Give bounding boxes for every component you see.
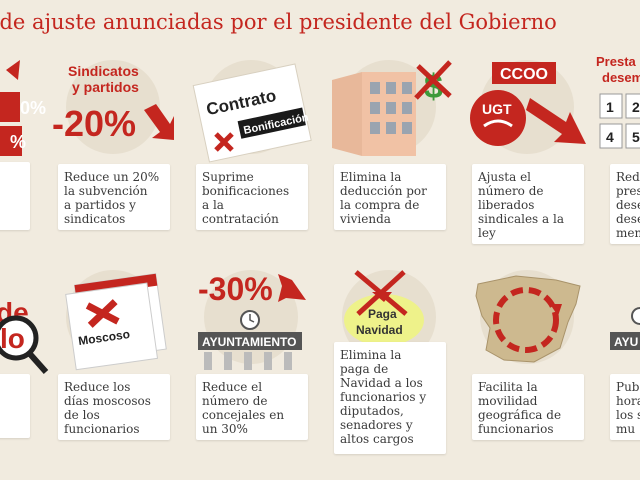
chart-number-bottom: % bbox=[10, 132, 26, 152]
measure-card: Reduce un 20% la subvención a partidos y… bbox=[58, 164, 170, 230]
chart-number-top: 0% bbox=[20, 98, 46, 118]
measure-prestaciones-partial: Presta desem 1 2 4 5 Red pres dese dese … bbox=[596, 52, 640, 244]
svg-text:2: 2 bbox=[632, 99, 640, 115]
paga-label: Paga bbox=[368, 307, 397, 321]
measure-sindicatos: Sindicatos y partidos -20% Reduce un 20%… bbox=[52, 52, 174, 242]
contract-cross-icon: Contrato Bonificación bbox=[192, 63, 312, 163]
arrow-down-icon bbox=[144, 104, 174, 140]
measure-partial-left-2: de lo s bbox=[0, 262, 50, 452]
desempleo-label: desem bbox=[602, 70, 640, 85]
partial-label-bottom: lo bbox=[0, 323, 25, 354]
measure-movilidad: Facilita la movilidad geográfica de func… bbox=[470, 262, 586, 452]
ayuntamiento-label: AYUNTAMIENTO bbox=[202, 335, 296, 349]
sindicatos-graphic: Sindicatos y partidos -20% bbox=[52, 63, 174, 144]
measure-card: Elimina la deducción por la compra de vi… bbox=[334, 164, 446, 230]
measure-card: Pub hora los s mu bbox=[610, 374, 640, 440]
svg-text:5: 5 bbox=[632, 129, 640, 145]
svg-text:1: 1 bbox=[606, 99, 614, 115]
spain-map-icon bbox=[475, 275, 581, 363]
calendar-cross-icon: Moscoso bbox=[65, 273, 167, 371]
percent-label: -20% bbox=[52, 103, 136, 144]
calendar-icon: Presta desem 1 2 4 5 bbox=[596, 54, 640, 149]
measure-vivienda: $ Elimina la deducción por la compra de … bbox=[332, 52, 452, 242]
partidos-label: y partidos bbox=[72, 79, 139, 95]
svg-text:4: 4 bbox=[606, 129, 614, 145]
navidad-label: Navidad bbox=[356, 323, 403, 337]
town-hall-icon: -30% AYUNTAMIENTO bbox=[198, 271, 306, 370]
ugt-logo: UGT bbox=[482, 101, 512, 117]
measure-card: e l bbox=[0, 162, 30, 230]
measure-card: Red pres dese dese men bbox=[610, 164, 640, 244]
ccoo-logo: CCOO bbox=[500, 66, 548, 83]
percent-label: -30% bbox=[198, 271, 273, 307]
union-logos-icon: CCOO UGT bbox=[470, 62, 586, 146]
measure-moscoso: Moscoso Reduce los días moscosos de los … bbox=[56, 262, 172, 452]
page-title: s de ajuste anunciadas por el presidente… bbox=[0, 10, 557, 34]
measure-liberados: CCOO UGT Ajusta el número de liberados s… bbox=[470, 52, 586, 244]
sindicatos-label: Sindicatos bbox=[68, 63, 139, 79]
measure-card: Elimina la paga de Navidad a los funcion… bbox=[334, 342, 446, 454]
measure-paga-navidad: Paga Navidad Elimina la paga de Navidad … bbox=[332, 262, 448, 462]
town-hall-icon: AYU bbox=[610, 307, 640, 350]
prestaciones-label: Presta bbox=[596, 54, 637, 69]
measure-card: Reduce los días moscosos de los funciona… bbox=[58, 374, 170, 440]
measure-concejales: -30% AYUNTAMIENTO Reduce el número de co… bbox=[194, 262, 310, 452]
measure-card: Ajusta el número de liberados sindicales… bbox=[472, 164, 584, 244]
bag-cross-icon: Paga Navidad bbox=[344, 270, 424, 346]
measure-card: Reduce el número de concejales en un 30% bbox=[196, 374, 308, 440]
measure-card: Suprime bonificaciones a la contratación bbox=[196, 164, 308, 230]
bar-chart-down-icon: 0% % bbox=[0, 60, 46, 156]
ayuntamiento-label: AYU bbox=[614, 335, 638, 349]
measure-horarios-partial: AYU Pub hora los s mu bbox=[604, 262, 640, 452]
measure-contrato: Contrato Bonificación Suprime bonificaci… bbox=[192, 52, 312, 242]
measure-partial-left-1: 0% % e l bbox=[0, 50, 46, 250]
measure-card: Facilita la movilidad geográfica de func… bbox=[472, 374, 584, 440]
icon-backdrop bbox=[66, 60, 160, 154]
measure-card: s bbox=[0, 374, 30, 438]
building-icon: $ bbox=[332, 60, 452, 156]
magnifier-icon: de lo bbox=[0, 297, 49, 374]
